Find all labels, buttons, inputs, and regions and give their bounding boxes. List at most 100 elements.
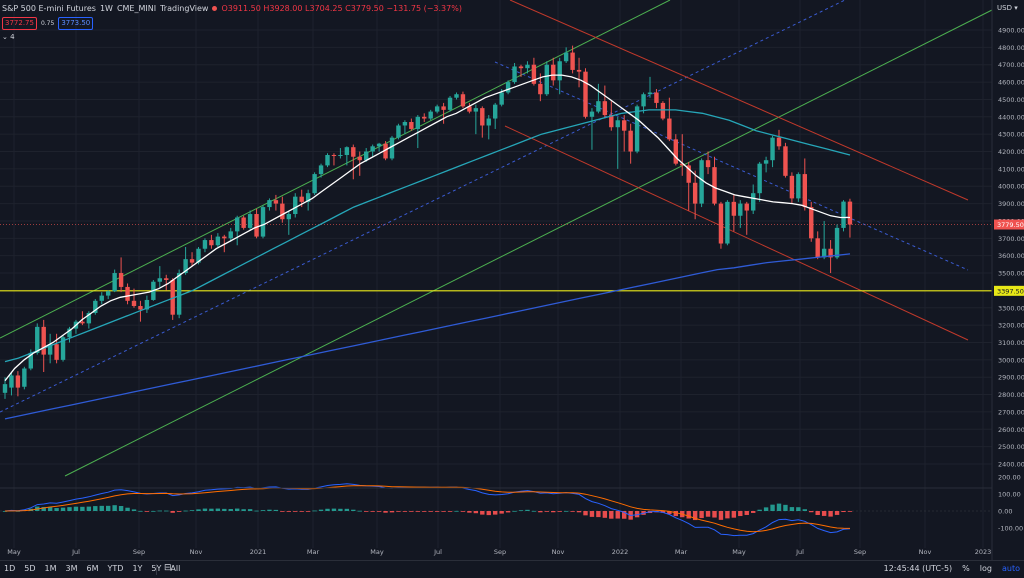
- candle-body: [202, 240, 208, 249]
- candle-body: [609, 115, 614, 128]
- macd-histogram-bar: [609, 511, 614, 519]
- chevron-down-icon: ⌄: [2, 33, 8, 41]
- candle-body: [47, 344, 53, 355]
- macd-histogram-bar: [364, 511, 369, 512]
- last-price-label: 3779.50: [997, 221, 1024, 229]
- macd-histogram-bar: [331, 508, 337, 511]
- price-tick: 3200.00: [998, 322, 1024, 330]
- macd-axis: 200.00 100.00 0.00 -100.00: [998, 474, 1023, 533]
- candle-body: [615, 120, 620, 128]
- candle-body: [415, 116, 420, 129]
- trend-channels[interactable]: [0, 0, 993, 477]
- timeframe-button[interactable]: 1Y: [132, 564, 143, 573]
- last-price-tag: [994, 219, 1024, 230]
- macd-histogram-bar: [215, 508, 221, 511]
- candle-body: [725, 201, 730, 244]
- macd-histogram-bar: [80, 506, 85, 511]
- price-chart[interactable]: 4900.00 4800.00 4700.00 4600.00 4500.00 4400.…: [0, 0, 1024, 560]
- macd-histogram-bar: [480, 511, 485, 515]
- macd-histogram-bar: [415, 511, 420, 512]
- candle-body: [183, 259, 188, 274]
- timeframe-button[interactable]: 3M: [65, 564, 78, 573]
- buy-button[interactable]: 3773.50: [58, 17, 94, 30]
- macd-histogram-bar: [486, 511, 491, 516]
- candle-body: [293, 196, 298, 215]
- price-tick: 3500.00: [998, 270, 1024, 278]
- market-status-dot: [212, 6, 218, 11]
- currency-selector[interactable]: USD ▾: [997, 4, 1018, 12]
- macd-histogram-bar: [293, 511, 298, 512]
- candle-body: [312, 174, 317, 194]
- timeframe-button[interactable]: 1D: [4, 564, 16, 573]
- candle-body: [189, 259, 195, 263]
- price-tick: 3900.00: [998, 200, 1024, 208]
- downtrend-lower-line[interactable]: [504, 125, 969, 341]
- macd-histogram-bar: [589, 511, 595, 517]
- time-axis[interactable]: May Jul Sep Nov 2021 Mar May Jul Sep Nov 2022 Mar Ma…: [7, 548, 991, 556]
- candle-body: [751, 193, 756, 211]
- channel-upper-line[interactable]: [0, 0, 671, 339]
- macd-histogram-bar: [544, 511, 549, 512]
- time-tick: Sep: [133, 548, 145, 556]
- candle-body: [389, 137, 395, 159]
- price-tick: 4300.00: [998, 131, 1024, 139]
- candle-body: [512, 66, 517, 83]
- macd-histogram-bar: [493, 511, 498, 515]
- candle-body: [422, 116, 427, 119]
- timeframe-button[interactable]: All: [170, 564, 181, 573]
- macd-histogram-bar: [847, 511, 853, 512]
- channel-mid-dashed-line[interactable]: [0, 0, 846, 413]
- macd-histogram-bar: [602, 511, 608, 518]
- macd-histogram-bar: [622, 511, 627, 519]
- symbol-name[interactable]: S&P 500 E-mini Futures: [2, 4, 96, 13]
- candle-body: [54, 344, 59, 360]
- downtrend-mid-dashed-line[interactable]: [494, 61, 969, 271]
- candle-body: [35, 326, 40, 353]
- macd-histogram-bar: [467, 511, 472, 513]
- macd-histogram-bar: [744, 511, 749, 515]
- timeframe-button[interactable]: 6M: [86, 564, 99, 573]
- macd-histogram-bar: [428, 511, 433, 512]
- auto-toggle[interactable]: auto: [1001, 564, 1020, 573]
- time-tick: Nov: [552, 548, 565, 556]
- timeframe-button[interactable]: 5D: [24, 564, 36, 573]
- price-tick: 3700.00: [998, 235, 1024, 243]
- macd-histogram-bar: [99, 505, 104, 511]
- macd-histogram-bar: [209, 508, 214, 511]
- candle-body: [654, 92, 659, 103]
- macd-histogram-bar: [383, 511, 388, 513]
- candle-body: [680, 163, 685, 166]
- percent-toggle[interactable]: %: [962, 564, 970, 573]
- macd-histogram-bar: [2, 511, 8, 512]
- candle-body: [131, 300, 137, 307]
- candle-body: [673, 139, 678, 164]
- candle-body: [376, 143, 382, 147]
- macd-histogram-bar: [125, 507, 130, 511]
- macd-histogram-bar: [164, 510, 169, 512]
- timeframe-button[interactable]: 1M: [44, 564, 57, 573]
- price-tick: 4000.00: [998, 183, 1024, 191]
- log-toggle[interactable]: log: [979, 564, 992, 573]
- channel-lower-line[interactable]: [64, 9, 993, 477]
- candle-body: [763, 160, 769, 164]
- macd-histogram-bar: [228, 508, 233, 511]
- clock[interactable]: 12:45:44 (UTC-5): [883, 564, 953, 573]
- macd-histogram-bar: [286, 511, 291, 512]
- candle-body: [247, 214, 253, 228]
- macd-histogram-bar: [531, 510, 537, 512]
- toolbar-right: 12:45:44 (UTC-5) % log auto: [884, 564, 1020, 573]
- sell-button[interactable]: 3772.75: [2, 17, 37, 30]
- calendar-icon[interactable]: ⊟: [164, 563, 172, 573]
- price-axis[interactable]: 4900.00 4800.00 4700.00 4600.00 4500.00 4400.…: [994, 27, 1024, 469]
- candle-body: [396, 125, 401, 138]
- candle-body: [9, 375, 14, 388]
- candle-body: [744, 203, 749, 211]
- candle-body: [409, 122, 414, 129]
- timeframe-button[interactable]: YTD: [107, 564, 124, 573]
- macd-histogram-bar: [344, 508, 350, 511]
- candle-body: [602, 101, 608, 116]
- macd-histogram-bar: [299, 511, 304, 512]
- symbol-legend: S&P 500 E-mini Futures 1W CME_MINI Tradi…: [2, 4, 462, 13]
- downtrend-upper-line[interactable]: [509, 0, 969, 201]
- indicators-toggle[interactable]: ⌄ 4: [2, 33, 15, 41]
